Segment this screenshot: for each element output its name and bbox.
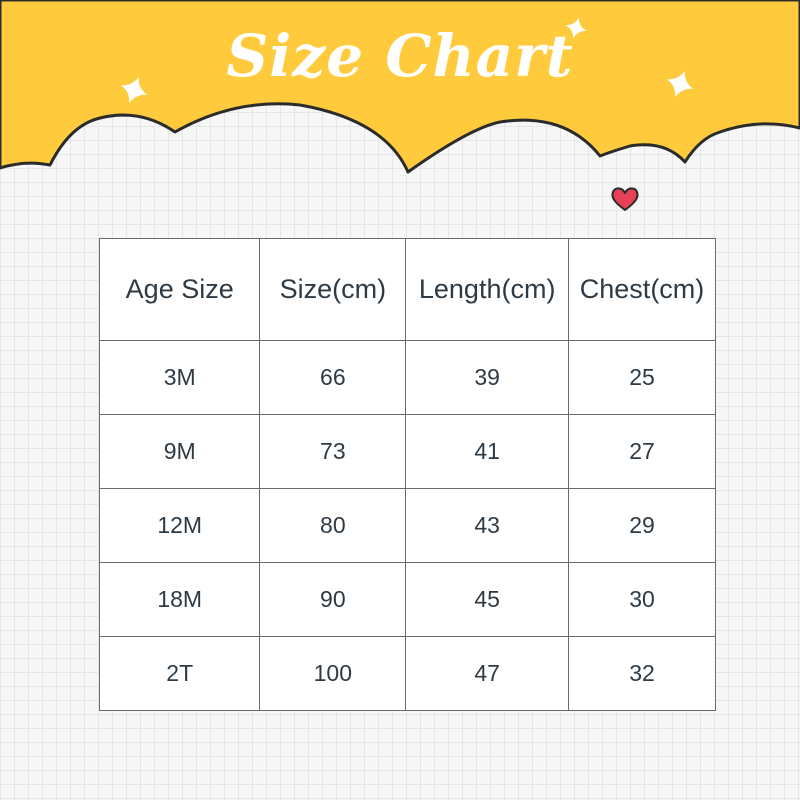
cell-length: 41 [405, 413, 570, 489]
heart-icon [611, 187, 639, 211]
header-age-size: Age Size [98, 238, 261, 341]
cell-size: 80 [259, 487, 407, 563]
cell-size: 73 [259, 413, 407, 489]
table-row: 3M 66 39 25 [98, 339, 716, 415]
header-length: Length(cm) [405, 238, 570, 341]
header-banner [0, 0, 800, 174]
cell-age-size: 9M [98, 413, 261, 489]
cell-size: 66 [259, 339, 407, 415]
cell-length: 43 [405, 487, 570, 563]
header-chest: Chest(cm) [568, 238, 716, 341]
cell-chest: 25 [568, 339, 716, 415]
sparkle-icon [666, 70, 694, 98]
cell-age-size: 12M [98, 487, 261, 563]
cell-age-size: 3M [98, 339, 261, 415]
table-row: 12M 80 43 29 [98, 487, 716, 563]
table-header-row: Age Size Size(cm) Length(cm) Chest(cm) [98, 238, 716, 341]
table-row: 9M 73 41 27 [98, 413, 716, 489]
page-title: Size Chart [226, 22, 574, 90]
table-row: 18M 90 45 30 [98, 561, 716, 637]
sparkle-icon [565, 17, 587, 39]
header-size: Size(cm) [259, 238, 407, 341]
cell-chest: 29 [568, 487, 716, 563]
cell-chest: 30 [568, 561, 716, 637]
sparkle-icon [120, 76, 148, 104]
cell-age-size: 18M [98, 561, 261, 637]
cell-chest: 32 [568, 635, 716, 712]
cell-chest: 27 [568, 413, 716, 489]
cell-length: 45 [405, 561, 570, 637]
cell-age-size: 2T [98, 635, 261, 712]
cell-length: 39 [405, 339, 570, 415]
size-chart-table: Age Size Size(cm) Length(cm) Chest(cm) 3… [98, 238, 716, 712]
cell-length: 47 [405, 635, 570, 712]
table-row: 2T 100 47 32 [98, 635, 716, 712]
cell-size: 100 [259, 635, 407, 712]
cell-size: 90 [259, 561, 407, 637]
